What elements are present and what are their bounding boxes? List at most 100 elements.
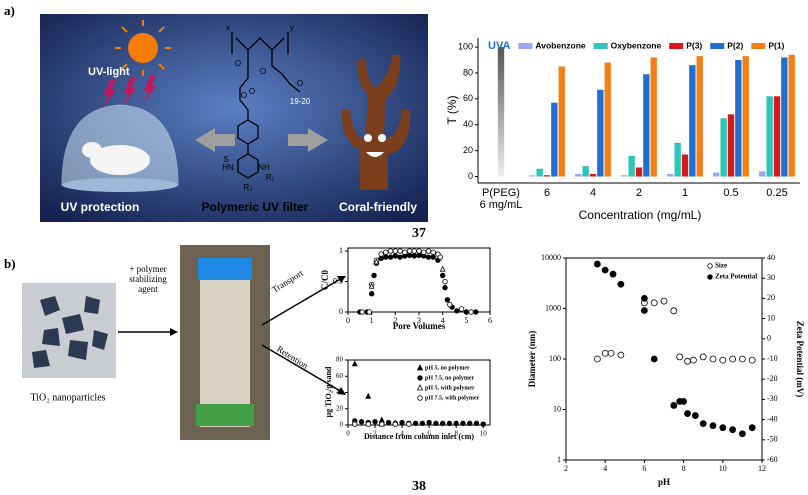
scheme-label: UV protection (61, 200, 140, 214)
point (719, 424, 727, 432)
plot-frame (565, 257, 763, 461)
scheme-label: UV-light (88, 66, 130, 78)
coral-eye (378, 134, 386, 142)
y-tick-label: 100 (458, 41, 473, 51)
legend-swatch (669, 43, 684, 49)
scheme-label: Retention (275, 344, 310, 371)
point (442, 278, 448, 285)
point (419, 420, 426, 427)
panel-label: a) (4, 3, 15, 18)
y-tick-label: 20 (463, 145, 473, 155)
chart: 0 20 40 60 80 100 Concentration (mg/mL) T (%) UV… (445, 38, 800, 222)
chart: 0 20 40 60 80 0 2 4 6 8 10 Distance from column inl… (324, 356, 491, 494)
point (463, 309, 470, 315)
bar (781, 57, 788, 177)
point (699, 420, 707, 428)
arrow (261, 344, 343, 393)
y2-tick-label: 0 (767, 334, 771, 343)
bar (628, 155, 635, 177)
point (439, 265, 446, 272)
bar (621, 175, 628, 177)
y-tick-label: 0 (340, 421, 344, 429)
y-axis-label: Diameter (nm) (527, 331, 537, 388)
point (392, 253, 399, 259)
point (406, 421, 412, 427)
point (425, 254, 432, 260)
point (365, 421, 371, 427)
point (729, 355, 736, 363)
column-base (196, 404, 254, 426)
scheme-label: TiO₂ nanoparticles (30, 392, 105, 403)
point (748, 424, 756, 432)
arrowhead (170, 328, 178, 336)
point (447, 301, 453, 308)
coral (341, 55, 411, 190)
point (351, 360, 358, 367)
coral-eye (364, 134, 372, 142)
y2-tick-label: -10 (767, 354, 778, 363)
point (680, 398, 687, 405)
point (607, 349, 615, 357)
chart-title: 37 (412, 226, 426, 241)
sun-rays (115, 20, 171, 76)
bar (713, 172, 720, 177)
point (748, 356, 756, 364)
structure-label: 19-20 (290, 97, 311, 106)
x-tick-label: 6 (642, 464, 646, 473)
structure-label: y (290, 23, 294, 32)
x-tick-label: 0.5 (723, 187, 739, 199)
y-tick-label: 80 (336, 356, 344, 364)
point (593, 355, 601, 363)
uv-bolts (103, 76, 156, 108)
legend-marker (417, 395, 423, 401)
point (416, 248, 422, 254)
legend-marker (707, 263, 713, 269)
chart: 1 10 100 1000 10000 -60 -50 -40 -30 -20 -10 0 10 20 30… (527, 253, 805, 487)
point (359, 309, 365, 315)
y2-tick-label: 20 (767, 293, 775, 302)
point (383, 249, 389, 255)
x-tick-label: 8 (682, 464, 686, 473)
structure-label: S (223, 155, 228, 164)
point (480, 421, 486, 427)
legend-swatch (710, 43, 725, 49)
legend-label: Zeta Potential (715, 273, 757, 281)
bar (529, 175, 536, 177)
mouse (90, 145, 150, 175)
x-axis-label: Distance from column inlet (cm) (364, 432, 474, 441)
bar (689, 65, 696, 177)
x-tick-label: 4 (589, 187, 597, 199)
point (442, 284, 448, 291)
bar (650, 57, 657, 177)
y2-tick-label: 30 (767, 273, 775, 282)
x-tick-label: 1 (681, 187, 689, 199)
point (739, 430, 746, 438)
point (392, 248, 399, 254)
y-tick-label: 0 (339, 307, 343, 316)
y-tick-label: 20 (336, 404, 344, 412)
x-tick-label: 6 (543, 187, 551, 199)
structure-label: NH (258, 163, 270, 172)
legend-label: pH 5, no polymer (425, 365, 470, 371)
legend-swatch (751, 43, 766, 49)
point (366, 309, 372, 315)
bar (597, 89, 604, 177)
point (352, 421, 358, 427)
point (739, 355, 746, 363)
y2-tick-label: -40 (767, 414, 778, 423)
x-tick-label: 3 (417, 316, 421, 325)
bar (582, 166, 589, 177)
bar (766, 96, 773, 177)
point (719, 356, 727, 364)
point (709, 355, 717, 363)
point (383, 254, 389, 260)
x-tick-label: 0 (346, 316, 350, 325)
point (365, 392, 372, 399)
y2-tick-label: -30 (767, 394, 778, 403)
structure-label: HN (222, 163, 234, 172)
scheme-label: Polymeric UV filter (202, 200, 309, 214)
point (397, 254, 403, 260)
point (617, 280, 625, 288)
x-tick-label: 0 (346, 430, 350, 438)
point (387, 254, 394, 260)
